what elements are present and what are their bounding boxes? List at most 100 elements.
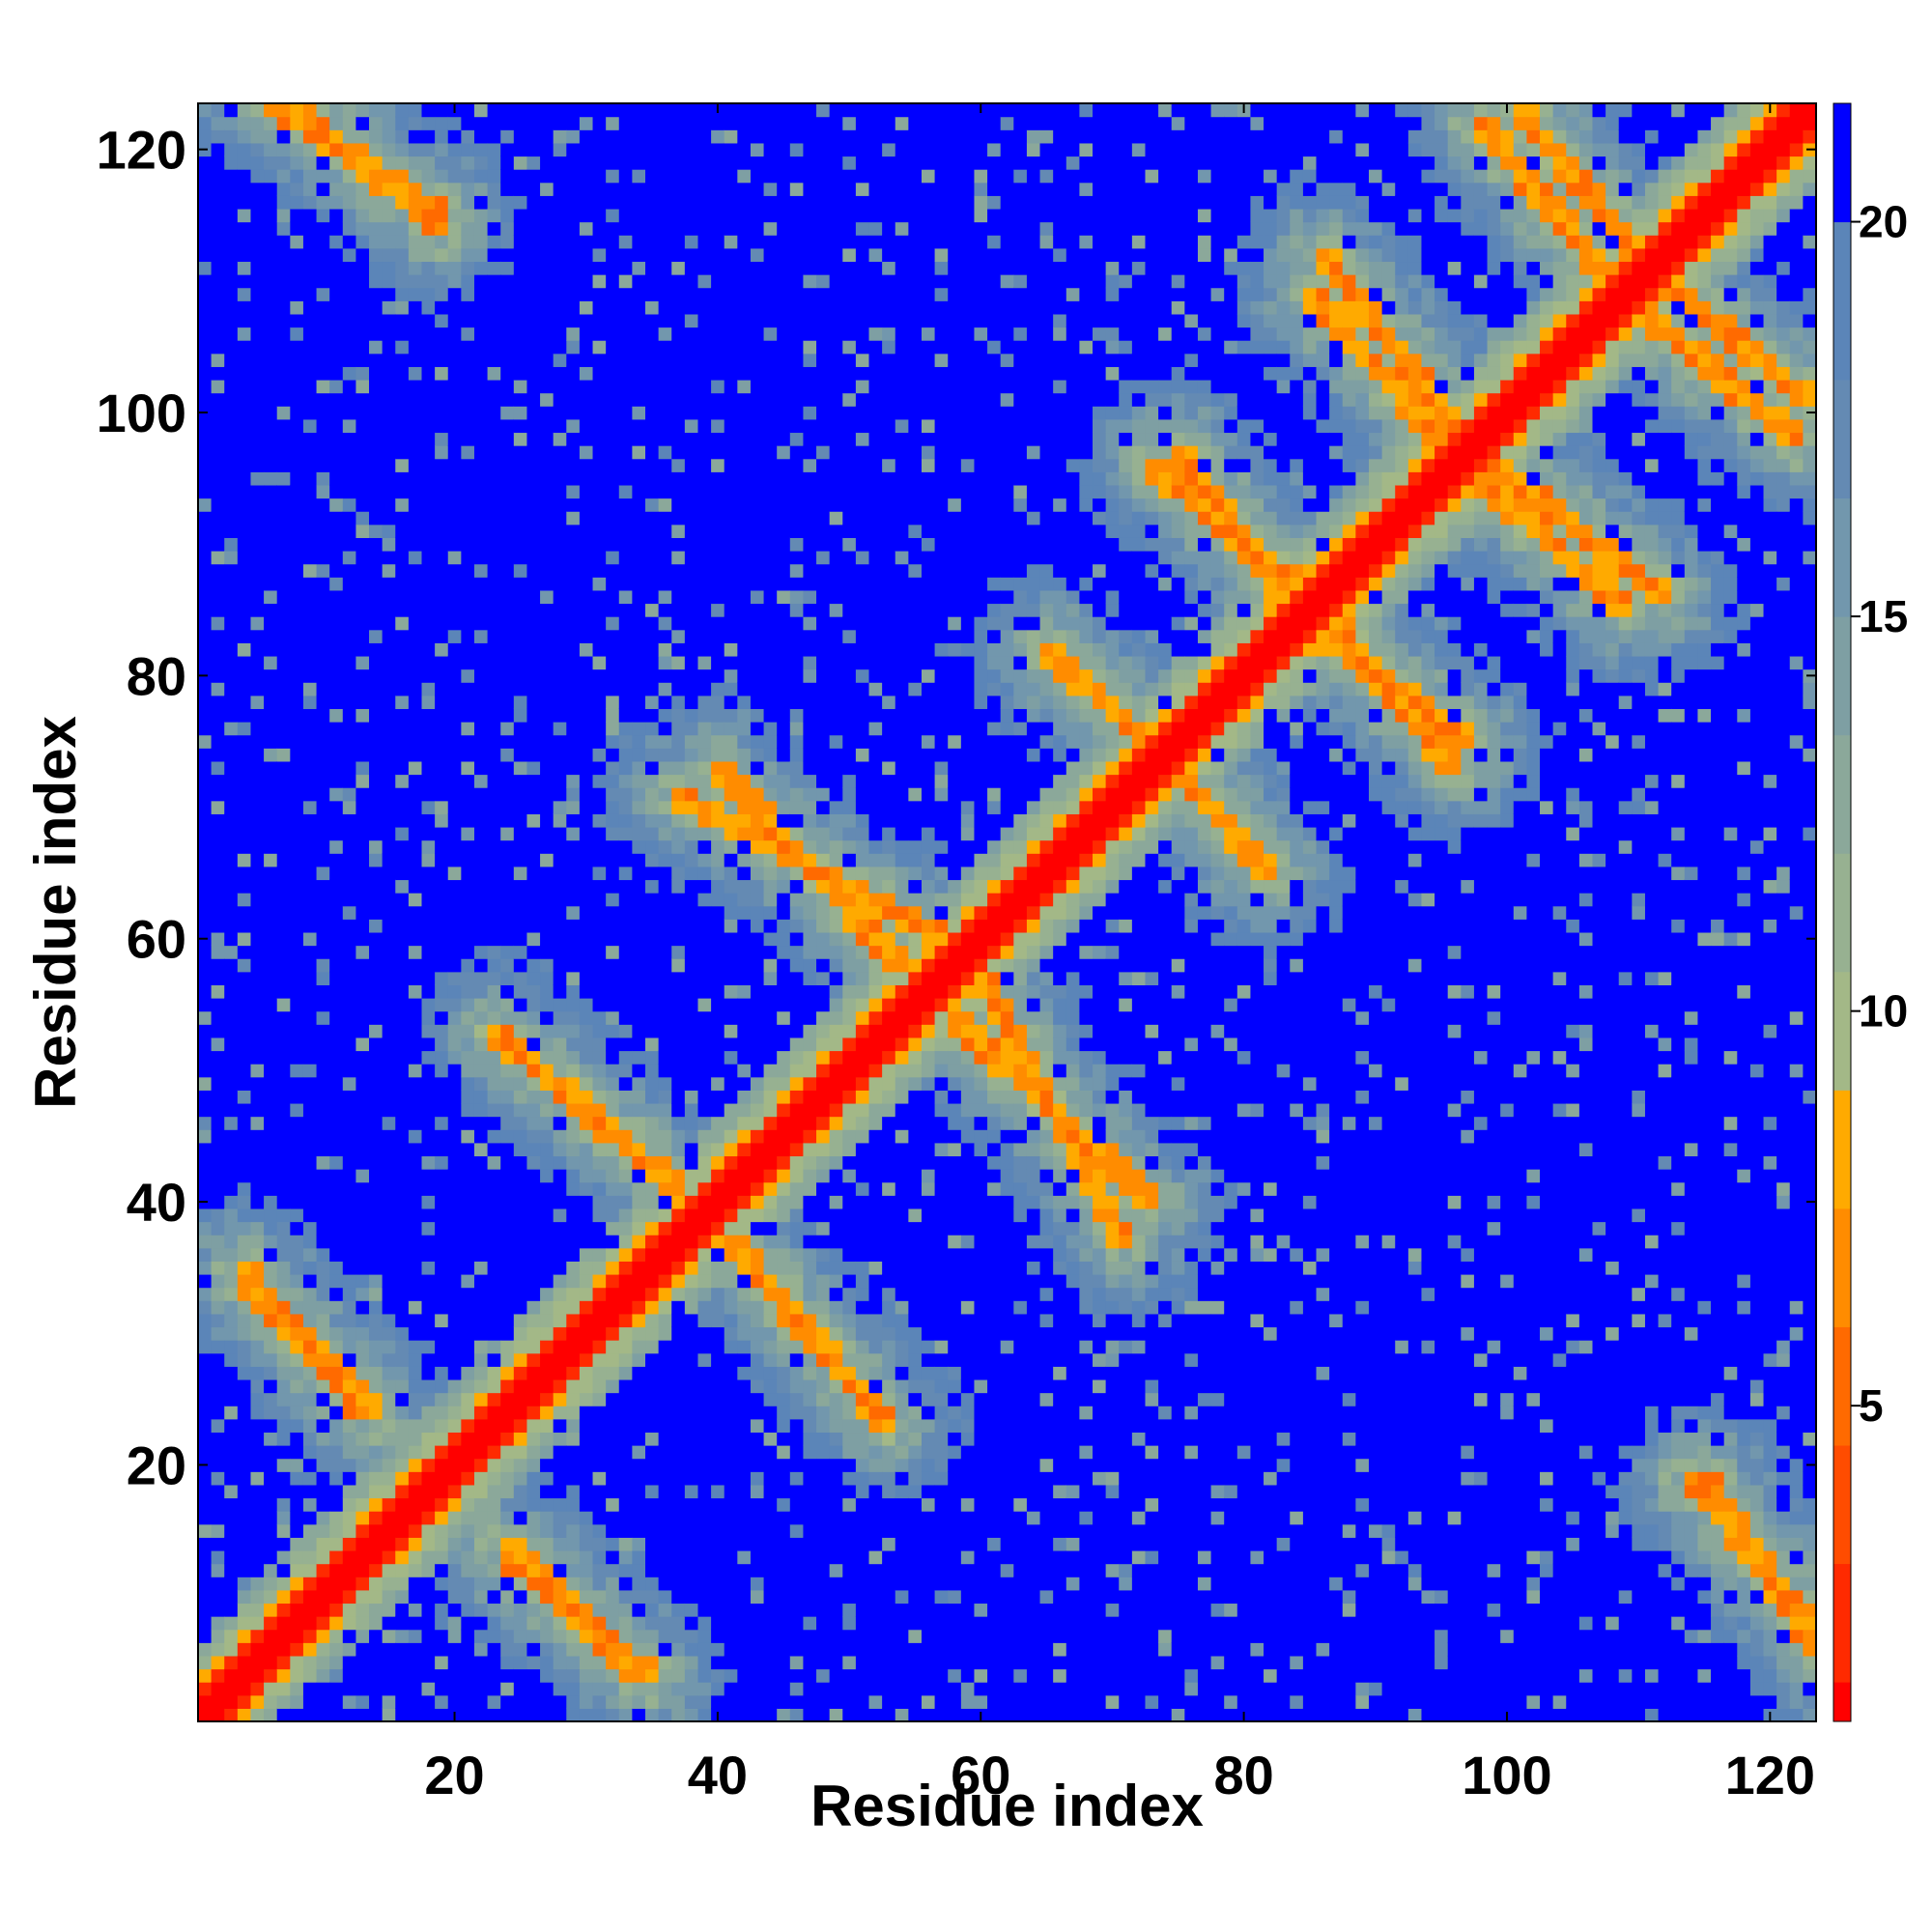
heatmap-cell	[448, 1669, 462, 1683]
heatmap-cell	[329, 1326, 343, 1340]
heatmap-cell	[329, 906, 343, 920]
heatmap-cell	[224, 642, 238, 656]
heatmap-cell	[369, 1064, 383, 1077]
heatmap-cell	[383, 380, 396, 393]
heatmap-cell	[198, 1669, 212, 1683]
heatmap-cell	[303, 867, 317, 880]
heatmap-cell	[448, 551, 462, 564]
heatmap-cell	[303, 366, 317, 380]
heatmap-cell	[277, 117, 291, 130]
heatmap-cell	[435, 235, 448, 248]
heatmap-cell	[395, 1103, 409, 1117]
heatmap-cell	[395, 1248, 409, 1262]
heatmap-cell	[264, 340, 277, 354]
heatmap-cell	[290, 1577, 303, 1590]
heatmap-cell	[409, 932, 422, 946]
heatmap-cell	[395, 1379, 409, 1393]
heatmap-cell	[290, 1419, 303, 1433]
heatmap-cell	[369, 1616, 383, 1630]
heatmap-cell	[329, 471, 343, 485]
heatmap-cell	[409, 748, 422, 761]
heatmap-cell	[355, 1103, 369, 1117]
heatmap-cell	[435, 735, 448, 749]
heatmap-cell	[461, 1642, 474, 1656]
heatmap-cell	[317, 1169, 330, 1182]
heatmap-cell	[343, 117, 356, 130]
heatmap-cell	[303, 1288, 317, 1301]
heatmap-cell	[448, 984, 462, 998]
heatmap-cell	[422, 1366, 436, 1379]
heatmap-cell	[303, 1695, 317, 1709]
heatmap-cell	[448, 300, 462, 314]
heatmap-cell	[329, 1222, 343, 1236]
heatmap-cell	[212, 775, 225, 788]
heatmap-cell	[369, 813, 383, 827]
heatmap-cell	[329, 642, 343, 656]
heatmap-cell	[355, 590, 369, 604]
heatmap-cell	[435, 1103, 448, 1117]
heatmap-cell	[224, 590, 238, 604]
heatmap-cell	[355, 248, 369, 262]
heatmap-cell	[212, 1024, 225, 1037]
heatmap-cell	[343, 590, 356, 604]
heatmap-cell	[290, 840, 303, 854]
heatmap-cell	[395, 682, 409, 696]
heatmap-cell	[369, 511, 383, 525]
heatmap-cell	[277, 183, 291, 196]
heatmap-cell	[224, 1288, 238, 1301]
heatmap-cell	[369, 1103, 383, 1117]
heatmap-cell	[277, 129, 291, 143]
heatmap-cell	[422, 327, 436, 341]
heatmap-cell	[435, 1208, 448, 1222]
heatmap-cell	[329, 722, 343, 735]
heatmap-cell	[383, 616, 396, 630]
heatmap-cell	[264, 222, 277, 236]
heatmap-cell	[422, 235, 436, 248]
heatmap-cell	[277, 156, 291, 169]
heatmap-cell	[435, 1630, 448, 1643]
heatmap-cell	[422, 1222, 436, 1236]
heatmap-cell	[303, 248, 317, 262]
heatmap-cell	[435, 498, 448, 512]
heatmap-cell	[448, 1261, 462, 1274]
heatmap-cell	[448, 998, 462, 1011]
heatmap-cell	[212, 1630, 225, 1643]
heatmap-cell	[329, 551, 343, 564]
heatmap-cell	[448, 840, 462, 854]
heatmap-cell	[238, 1117, 251, 1130]
heatmap-cell	[435, 1169, 448, 1182]
heatmap-cell	[329, 143, 343, 156]
heatmap-cell	[198, 958, 212, 972]
heatmap-cell	[383, 669, 396, 683]
heatmap-cell	[395, 1077, 409, 1091]
heatmap-cell	[277, 867, 291, 880]
heatmap-cell	[264, 1064, 277, 1077]
heatmap-cell	[303, 616, 317, 630]
heatmap-cell	[264, 590, 277, 604]
heatmap-cell	[422, 274, 436, 288]
heatmap-cell	[224, 445, 238, 459]
heatmap-cell	[409, 630, 422, 643]
heatmap-cell	[435, 1537, 448, 1550]
heatmap-cell	[264, 156, 277, 169]
heatmap-cell	[355, 1182, 369, 1196]
heatmap-cell	[250, 1103, 264, 1117]
heatmap-cell	[343, 1590, 356, 1604]
heatmap-cell	[317, 445, 330, 459]
heatmap-cell	[448, 1155, 462, 1169]
heatmap-cell	[198, 209, 212, 222]
heatmap-cell	[435, 1459, 448, 1472]
heatmap-cell	[264, 1326, 277, 1340]
heatmap-cell	[343, 1274, 356, 1288]
heatmap-cell	[198, 1274, 212, 1288]
heatmap-cell	[369, 1603, 383, 1616]
heatmap-cell	[212, 958, 225, 972]
heatmap-cell	[395, 117, 409, 130]
heatmap-cell	[329, 169, 343, 183]
heatmap-cell	[264, 1459, 277, 1472]
heatmap-cell	[448, 471, 462, 485]
heatmap-cell	[317, 1511, 330, 1524]
heatmap-cell	[369, 946, 383, 959]
heatmap-cell	[383, 1169, 396, 1182]
heatmap-cell	[355, 1143, 369, 1156]
